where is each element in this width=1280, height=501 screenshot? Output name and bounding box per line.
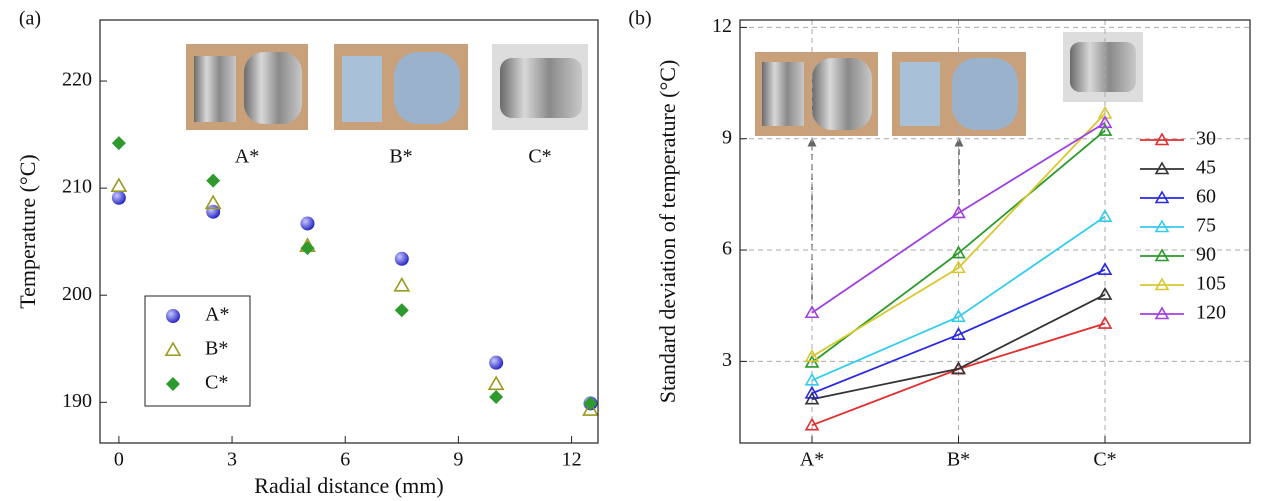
x-tick-label: B*: [947, 449, 970, 471]
y-tick-label: 200: [62, 283, 92, 305]
point: [951, 245, 966, 259]
point: [1097, 315, 1113, 329]
photo-c: [1063, 32, 1143, 102]
x-tick-label: 12: [562, 449, 582, 471]
panel-label: (a): [19, 8, 41, 30]
legend-label: B*: [205, 338, 228, 360]
point: [1154, 248, 1170, 262]
photo-b: [334, 44, 468, 130]
image-label: A*: [235, 146, 259, 168]
point: [582, 401, 599, 416]
point: [804, 417, 820, 431]
point: [300, 216, 315, 231]
point: [394, 303, 409, 318]
plot-frame: [739, 19, 1251, 444]
legend-label: 90: [1196, 244, 1216, 266]
line: [811, 293, 1106, 401]
point: [1154, 219, 1170, 233]
legend-label: 120: [1196, 302, 1226, 324]
line: [811, 268, 1106, 395]
panel-label: (b): [628, 8, 651, 30]
point: [804, 385, 820, 399]
point: [489, 355, 504, 370]
y-axis-label: Standard deviation of temperature (°C): [655, 60, 680, 404]
legend-label: 45: [1196, 157, 1216, 179]
photo-a: [186, 44, 308, 130]
point: [1154, 306, 1170, 320]
point: [1097, 122, 1113, 136]
point: [804, 372, 820, 386]
legend-label: 75: [1196, 215, 1216, 237]
point: [1097, 286, 1113, 300]
x-tick-label: A*: [800, 449, 824, 471]
point: [204, 194, 222, 210]
legend-label: A*: [205, 304, 229, 326]
x-tick-label: 0: [114, 449, 124, 471]
line: [811, 122, 1106, 314]
x-tick-label: C*: [1093, 449, 1116, 471]
point: [951, 309, 966, 323]
x-tick-label: 9: [453, 449, 463, 471]
point: [1154, 132, 1170, 146]
legend-label: 105: [1196, 273, 1226, 295]
line: [811, 112, 1106, 358]
photo-c: [492, 44, 588, 130]
y-tick-label: 220: [62, 69, 92, 91]
point: [110, 177, 128, 193]
y-tick-label: 9: [722, 126, 732, 148]
point: [804, 305, 820, 319]
image-label: C*: [528, 146, 551, 168]
photo-a: [755, 52, 878, 136]
legend-label: 30: [1196, 128, 1216, 150]
plot-frame: [99, 19, 599, 444]
point: [166, 309, 180, 323]
point: [111, 136, 126, 151]
image-label: B*: [389, 146, 412, 168]
point: [111, 190, 126, 205]
point: [951, 205, 966, 219]
point: [1097, 115, 1113, 129]
y-tick-label: 6: [722, 238, 732, 260]
point: [583, 396, 598, 411]
point: [393, 276, 411, 292]
y-tick-label: 12: [712, 15, 732, 37]
y-tick-label: 190: [62, 390, 92, 412]
x-tick-label: 3: [227, 449, 237, 471]
point: [1154, 161, 1170, 175]
point: [951, 361, 966, 375]
point: [1097, 262, 1113, 276]
point: [1154, 190, 1170, 204]
point: [804, 348, 820, 362]
point: [489, 389, 504, 404]
point: [164, 341, 182, 357]
point: [1154, 277, 1170, 291]
point: [166, 377, 180, 391]
x-axis-label: Radial distance (mm): [254, 473, 443, 498]
legend-box: [144, 295, 251, 407]
y-axis-label: Temperature (°C): [15, 154, 40, 308]
point: [951, 327, 966, 340]
line: [811, 215, 1106, 382]
y-tick-label: 210: [62, 176, 92, 198]
point: [487, 375, 505, 391]
point: [951, 260, 966, 274]
y-tick-label: 3: [722, 349, 732, 371]
point: [206, 173, 221, 188]
x-tick-label: 6: [340, 449, 350, 471]
legend-label: 60: [1196, 186, 1216, 208]
point: [1097, 209, 1113, 222]
point: [206, 204, 221, 219]
point: [300, 241, 315, 256]
legend-label: C*: [205, 372, 228, 394]
point: [394, 251, 409, 266]
